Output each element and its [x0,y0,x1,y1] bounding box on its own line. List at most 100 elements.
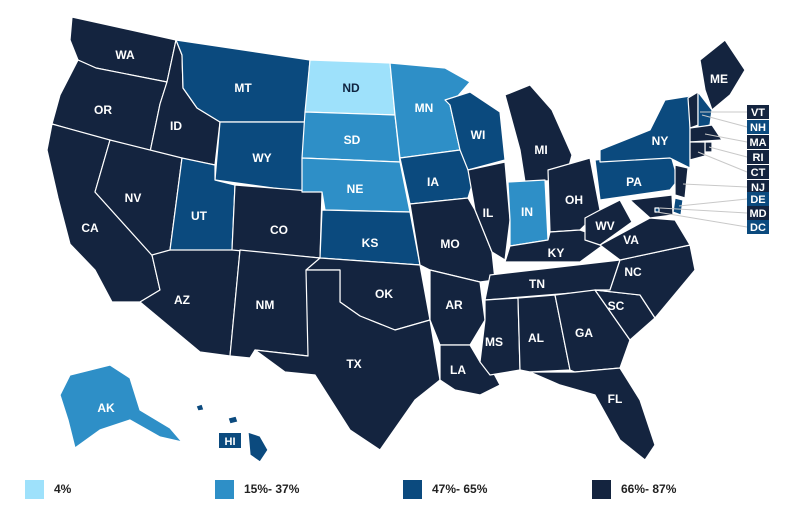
state-label-nc: NC [624,265,642,279]
state-label-ga: GA [575,326,593,340]
state-label-oh: OH [565,193,583,207]
state-dc [654,207,660,213]
state-co [231,184,323,259]
state-fl [529,367,656,461]
legend-swatch [403,479,422,499]
state-wv [584,199,633,246]
legend-label: 15%- 37% [244,482,300,496]
state-ct [689,141,706,161]
state-tx [254,269,441,451]
state-ma [689,124,723,143]
state-wi [444,91,506,171]
state-az [139,239,241,357]
legend-item-bin2: 15%- 37% [215,479,299,499]
state-label-il: IL [483,206,494,220]
state-label-or: OR [94,103,112,117]
state-la [439,344,501,396]
state-label-tn: TN [529,277,545,291]
state-label-sd: SD [344,133,361,147]
state-label-fl: FL [608,392,623,406]
legend-swatch [592,479,611,499]
state-vt [687,91,699,129]
label-box-de [747,192,769,206]
state-label-ma: MA [749,137,766,149]
legend-item-bin3: 47%- 65% [403,479,487,499]
label-box-md [747,206,769,220]
state-label-ms: MS [485,335,503,349]
leader-line-de [678,198,748,207]
state-label-ok: OK [375,287,393,301]
state-label-nh: NH [750,122,766,134]
state-label-ia: IA [427,175,439,189]
state-label-de: DE [750,194,765,206]
leader-line-nj [682,183,748,188]
state-label-dc: DC [750,222,766,234]
label-box-dc [747,220,769,234]
state-label-mt: MT [234,81,252,95]
state-label-ca: CA [81,221,99,235]
state-me [699,39,746,111]
state-label-mo: MO [440,237,459,251]
state-label-hi: HI [225,436,236,448]
state-va [599,217,691,261]
state-al [517,294,571,373]
state-ak [59,364,183,449]
state-ky [504,229,611,263]
state-label-vt: VT [751,107,765,119]
legend-item-bin4: 66%- 87% [592,479,676,499]
state-label-ct: CT [751,167,766,179]
state-label-nv: NV [125,191,142,205]
state-label-wy: WY [252,151,271,165]
map-canvas: WA OR CA ID NV AZ MT WY UT CO NM ND SD NE KS OK TX MN IA MO… [46,16,769,463]
state-label-id: ID [170,119,182,133]
state-label-pa: PA [626,175,642,189]
state-md [629,194,674,219]
label-box-ma [747,135,769,149]
state-label-co: CO [270,223,288,237]
leader-line-md [659,207,748,214]
state-label-nm: NM [256,298,275,312]
state-label-ut: UT [191,209,208,223]
leader-line-dc [656,211,748,228]
state-label-ny: NY [652,134,669,148]
leader-line-ct [697,151,748,173]
state-label-mn: MN [415,101,434,115]
state-label-ak: AK [97,401,115,415]
legend-swatch [215,479,234,499]
label-box-vt [747,105,769,119]
legend-label: 47%- 65% [432,482,488,496]
state-label-ri: RI [753,152,764,164]
state-label-va: VA [623,233,639,247]
state-label-wa: WA [115,48,135,62]
state-ny [599,95,691,169]
state-label-nj: NJ [751,182,765,194]
state-nc [594,244,696,319]
state-label-md: MD [749,208,766,220]
leader-line-ma [704,133,748,143]
state-label-mi: MI [534,143,547,157]
state-label-wi: WI [471,128,486,142]
state-label-in: IN [521,205,533,219]
legend-item-bin1: 4% [25,479,71,499]
leader-line-ri [708,146,748,158]
state-hi [195,403,269,463]
state-label-sc: SC [608,299,625,313]
leader-line-nh [701,114,748,128]
state-label-me: ME [710,72,728,86]
label-box-ct [747,165,769,179]
legend-label: 4% [54,482,72,496]
state-label-tx: TX [346,357,361,371]
state-de [672,197,684,216]
legend-label: 66%- 87% [621,482,677,496]
legend-swatch [25,479,44,499]
label-box-nh [747,120,769,134]
label-box-ri [747,150,769,164]
state-label-la: LA [450,363,466,377]
state-label-ks: KS [362,236,379,250]
state-label-al: AL [528,331,544,345]
state-label-az: AZ [174,293,190,307]
state-label-ne: NE [347,182,364,196]
label-box-nj [747,180,769,194]
state-label-ar: AR [445,298,463,312]
state-nj [674,164,689,199]
